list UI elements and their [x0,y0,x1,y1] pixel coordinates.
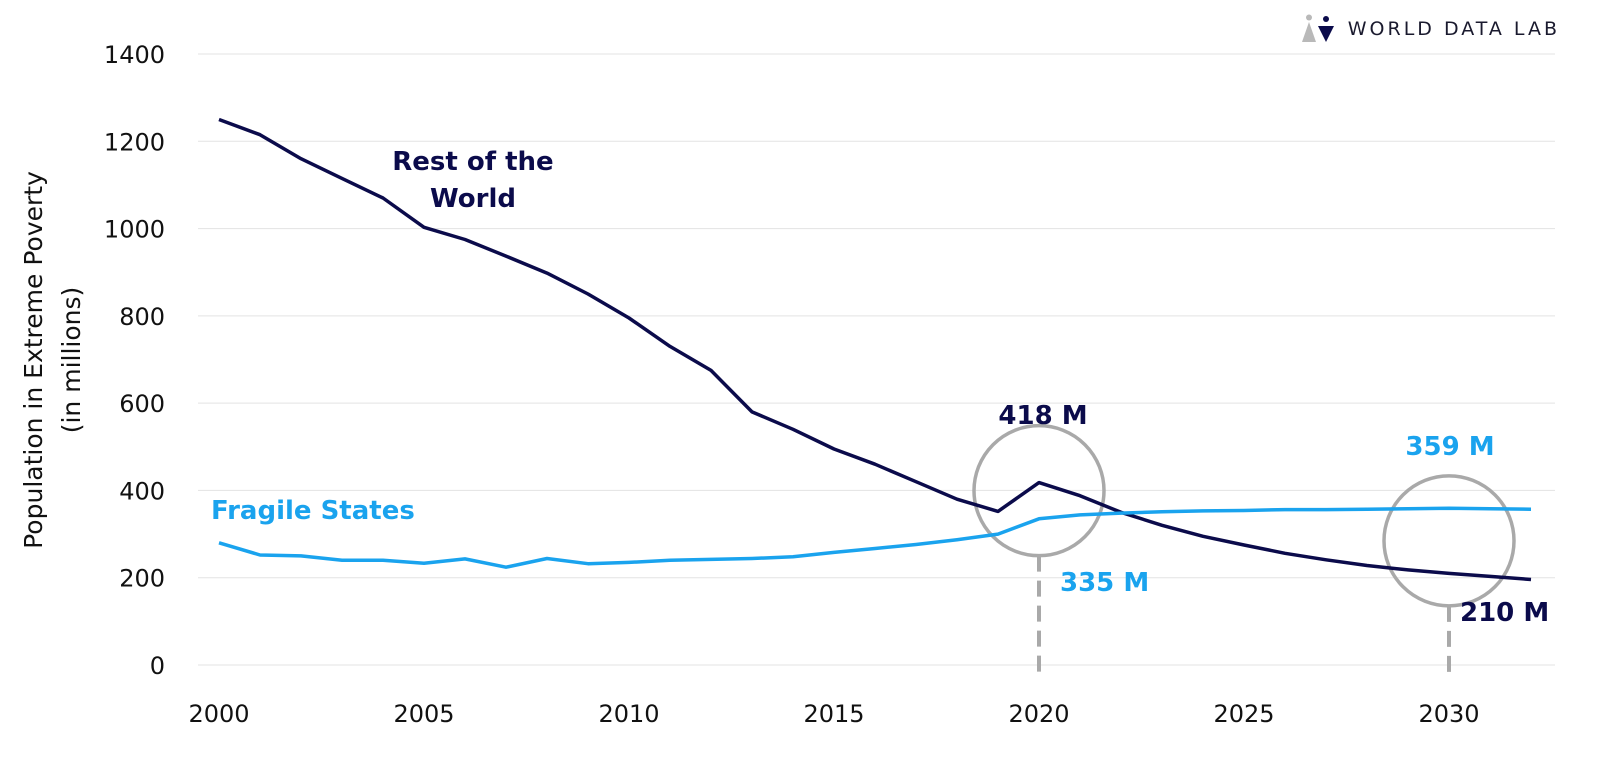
brand-name: WORLD DATA LAB [1347,18,1560,40]
x-tick-label: 2030 [1418,700,1479,728]
series-lines [218,117,1532,582]
series-line-fragile-states [218,506,1532,569]
data-label-2020-rest: 418 M [998,401,1087,431]
gridlines [198,53,1555,666]
data-label-2030-rest: 210 M [1460,598,1549,628]
y-tick-label: 1200 [104,128,165,156]
world-data-lab-logo-icon [1301,14,1334,42]
x-tick-label: 2010 [598,700,659,728]
brand-logo: WORLD DATA LAB [1300,14,1560,44]
series-label-rest-of-world: World [430,184,516,214]
y-tick-label: 400 [119,477,165,505]
x-tick-label: 2025 [1213,700,1274,728]
series-label-fragile-states: Fragile States [211,496,415,526]
y-axis-subtitle: (in millions) [57,287,86,434]
y-axis-title: Population in Extreme Poverty [19,171,48,549]
y-tick-label: 1400 [104,41,165,69]
x-tick-label: 2005 [393,700,454,728]
series-label-rest-of-world: Rest of the [392,147,553,177]
highlight-markers [972,423,1516,676]
highlight-circle-2030 [1382,474,1516,608]
data-label-2030-fragile: 359 M [1405,432,1494,462]
y-axis-ticks: 0 200 400 600 800 1000 1200 1400 [104,41,165,680]
x-axis-ticks: 2000 2005 2010 2015 2020 2025 2030 [188,700,1479,728]
y-tick-label: 0 [150,652,165,680]
x-tick-label: 2015 [803,700,864,728]
y-tick-label: 600 [119,390,165,418]
y-tick-label: 200 [119,565,165,593]
data-label-2020-fragile: 335 M [1060,568,1149,598]
x-tick-label: 2020 [1008,700,1069,728]
y-tick-label: 800 [119,303,165,331]
x-tick-label: 2000 [188,700,249,728]
series-line-rest-of-the-world [218,117,1532,582]
chart-labels: Population in Extreme Poverty (in million… [19,147,1549,628]
y-tick-label: 1000 [104,216,165,244]
